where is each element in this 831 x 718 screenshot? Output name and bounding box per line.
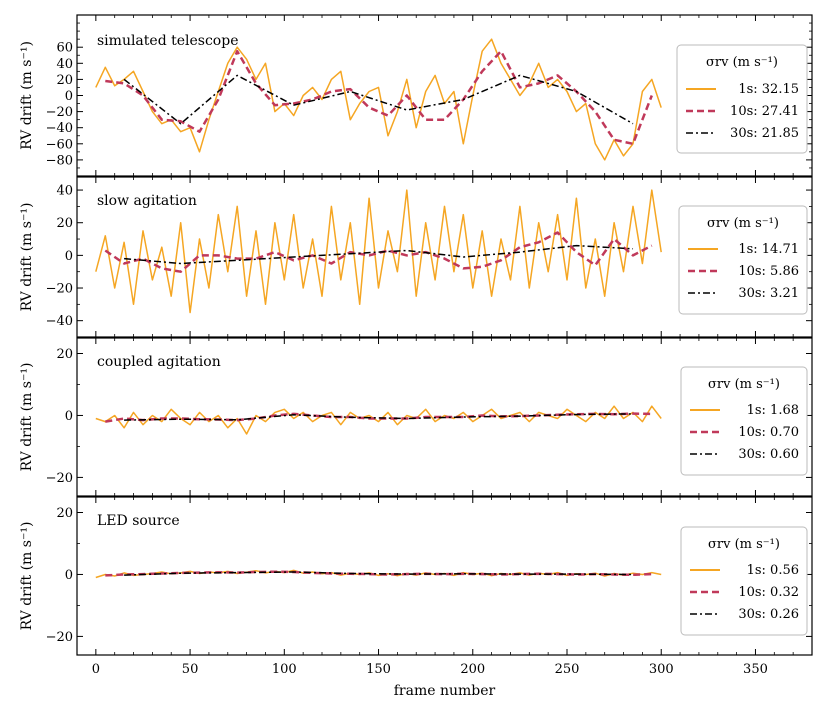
- y-tick-label: 40: [56, 57, 73, 72]
- y-tick-label: −20: [46, 282, 73, 297]
- x-tick-label: 200: [460, 662, 485, 677]
- x-tick-label: 150: [366, 662, 391, 677]
- y-axis-label: RV drift (m s⁻¹): [19, 363, 35, 472]
- ticks-layer: −20 0 20: [46, 338, 813, 496]
- x-tick-label: 100: [272, 662, 297, 677]
- series-line-1s: [95, 189, 662, 314]
- series-line-30s: [123, 74, 634, 125]
- y-tick-label: 0: [65, 89, 73, 104]
- panel-title: simulated telescope: [97, 33, 238, 49]
- legend: σrv (m s⁻¹) 1s: 0.56 10s: 0.32 30s: 0.26: [680, 526, 808, 636]
- y-axis-label: RV drift (m s⁻¹): [19, 522, 35, 631]
- legend-entry-1s: 1s: 14.71: [738, 242, 799, 257]
- legend-box: [680, 526, 808, 636]
- y-tick-label: 20: [56, 73, 73, 88]
- series-line-10s: [104, 231, 653, 273]
- y-tick-label: −60: [46, 137, 73, 152]
- panel-title: LED source: [97, 513, 180, 529]
- series-line-10s: [105, 49, 653, 146]
- y-tick-label: 40: [56, 184, 73, 199]
- panel-slow-agitation: −40 −20 0 20 40 slow agitation RV drift (m s…: [19, 176, 813, 338]
- legend-title: σrv (m s⁻¹): [706, 55, 778, 70]
- legend: σrv (m s⁻¹) 1s: 14.71 10s: 5.86 30s: 3.2…: [678, 205, 808, 315]
- y-tick-label: 20: [56, 347, 73, 362]
- y-tick-label: −20: [46, 471, 73, 486]
- y-tick-label: 0: [65, 409, 73, 424]
- legend-title: σrv (m s⁻¹): [708, 537, 780, 552]
- legend-entry-1s: 1s: 1.68: [747, 403, 799, 418]
- legend-entry-30s: 30s: 3.21: [738, 286, 799, 301]
- y-tick-label: −20: [46, 105, 73, 120]
- y-tick-label: 0: [65, 568, 73, 583]
- legend: σrv (m s⁻¹) 1s: 32.15 10s: 27.41 30s: 21…: [676, 44, 808, 154]
- legend-entry-30s: 30s: 21.85: [730, 126, 799, 141]
- x-tick-label: 300: [649, 662, 674, 677]
- panel-title: coupled agitation: [97, 354, 221, 370]
- y-axis-label: RV drift (m s⁻¹): [19, 41, 35, 150]
- panel-title: slow agitation: [97, 193, 197, 209]
- legend: σrv (m s⁻¹) 1s: 1.68 10s: 0.70 30s: 0.60: [680, 366, 808, 476]
- legend-title: σrv (m s⁻¹): [708, 377, 780, 392]
- y-axis-label: RV drift (m s⁻¹): [19, 203, 35, 312]
- y-tick-label: −80: [46, 153, 73, 168]
- y-tick-label: 20: [56, 506, 73, 521]
- series-line-30s: [124, 413, 634, 421]
- legend-entry-1s: 1s: 32.15: [738, 82, 799, 97]
- series-line-1s: [95, 569, 662, 579]
- legend-entry-30s: 30s: 0.60: [738, 447, 799, 462]
- x-tick-label: 250: [555, 662, 580, 677]
- series-layer: [95, 405, 662, 435]
- x-tick-label: 350: [743, 662, 768, 677]
- series-layer: [95, 38, 662, 161]
- series-line-30s: [124, 571, 634, 576]
- legend-entry-30s: 30s: 0.26: [738, 607, 799, 622]
- x-tick-label: 0: [92, 662, 100, 677]
- legend-box: [676, 44, 808, 154]
- legend-title: σrv (m s⁻¹): [707, 216, 779, 231]
- legend-entry-10s: 10s: 5.86: [738, 264, 799, 279]
- y-tick-label: −20: [46, 630, 73, 645]
- series-layer: [95, 569, 662, 579]
- x-axis-label: frame number: [394, 683, 496, 699]
- legend-box: [678, 205, 808, 315]
- y-tick-label: −40: [46, 121, 73, 136]
- legend-box: [680, 366, 808, 476]
- legend-entry-10s: 10s: 0.70: [738, 425, 799, 440]
- x-tick-label: 50: [182, 662, 199, 677]
- legend-entry-1s: 1s: 0.56: [747, 563, 799, 578]
- legend-entry-10s: 10s: 0.32: [738, 585, 799, 600]
- series-line-1s: [95, 405, 662, 435]
- panel-coupled-agitation: −20 0 20 coupled agitation RV drift (m s⁻¹…: [19, 337, 813, 497]
- ticks-layer: −40 −20 0 20 40: [46, 177, 813, 338]
- series-line-30s: [124, 244, 634, 265]
- y-tick-label: 20: [56, 216, 73, 231]
- y-tick-label: −40: [46, 314, 73, 329]
- legend-entry-10s: 10s: 27.41: [730, 104, 799, 119]
- y-tick-label: 0: [65, 249, 73, 264]
- y-tick-label: 60: [56, 41, 73, 56]
- series-layer: [95, 189, 662, 314]
